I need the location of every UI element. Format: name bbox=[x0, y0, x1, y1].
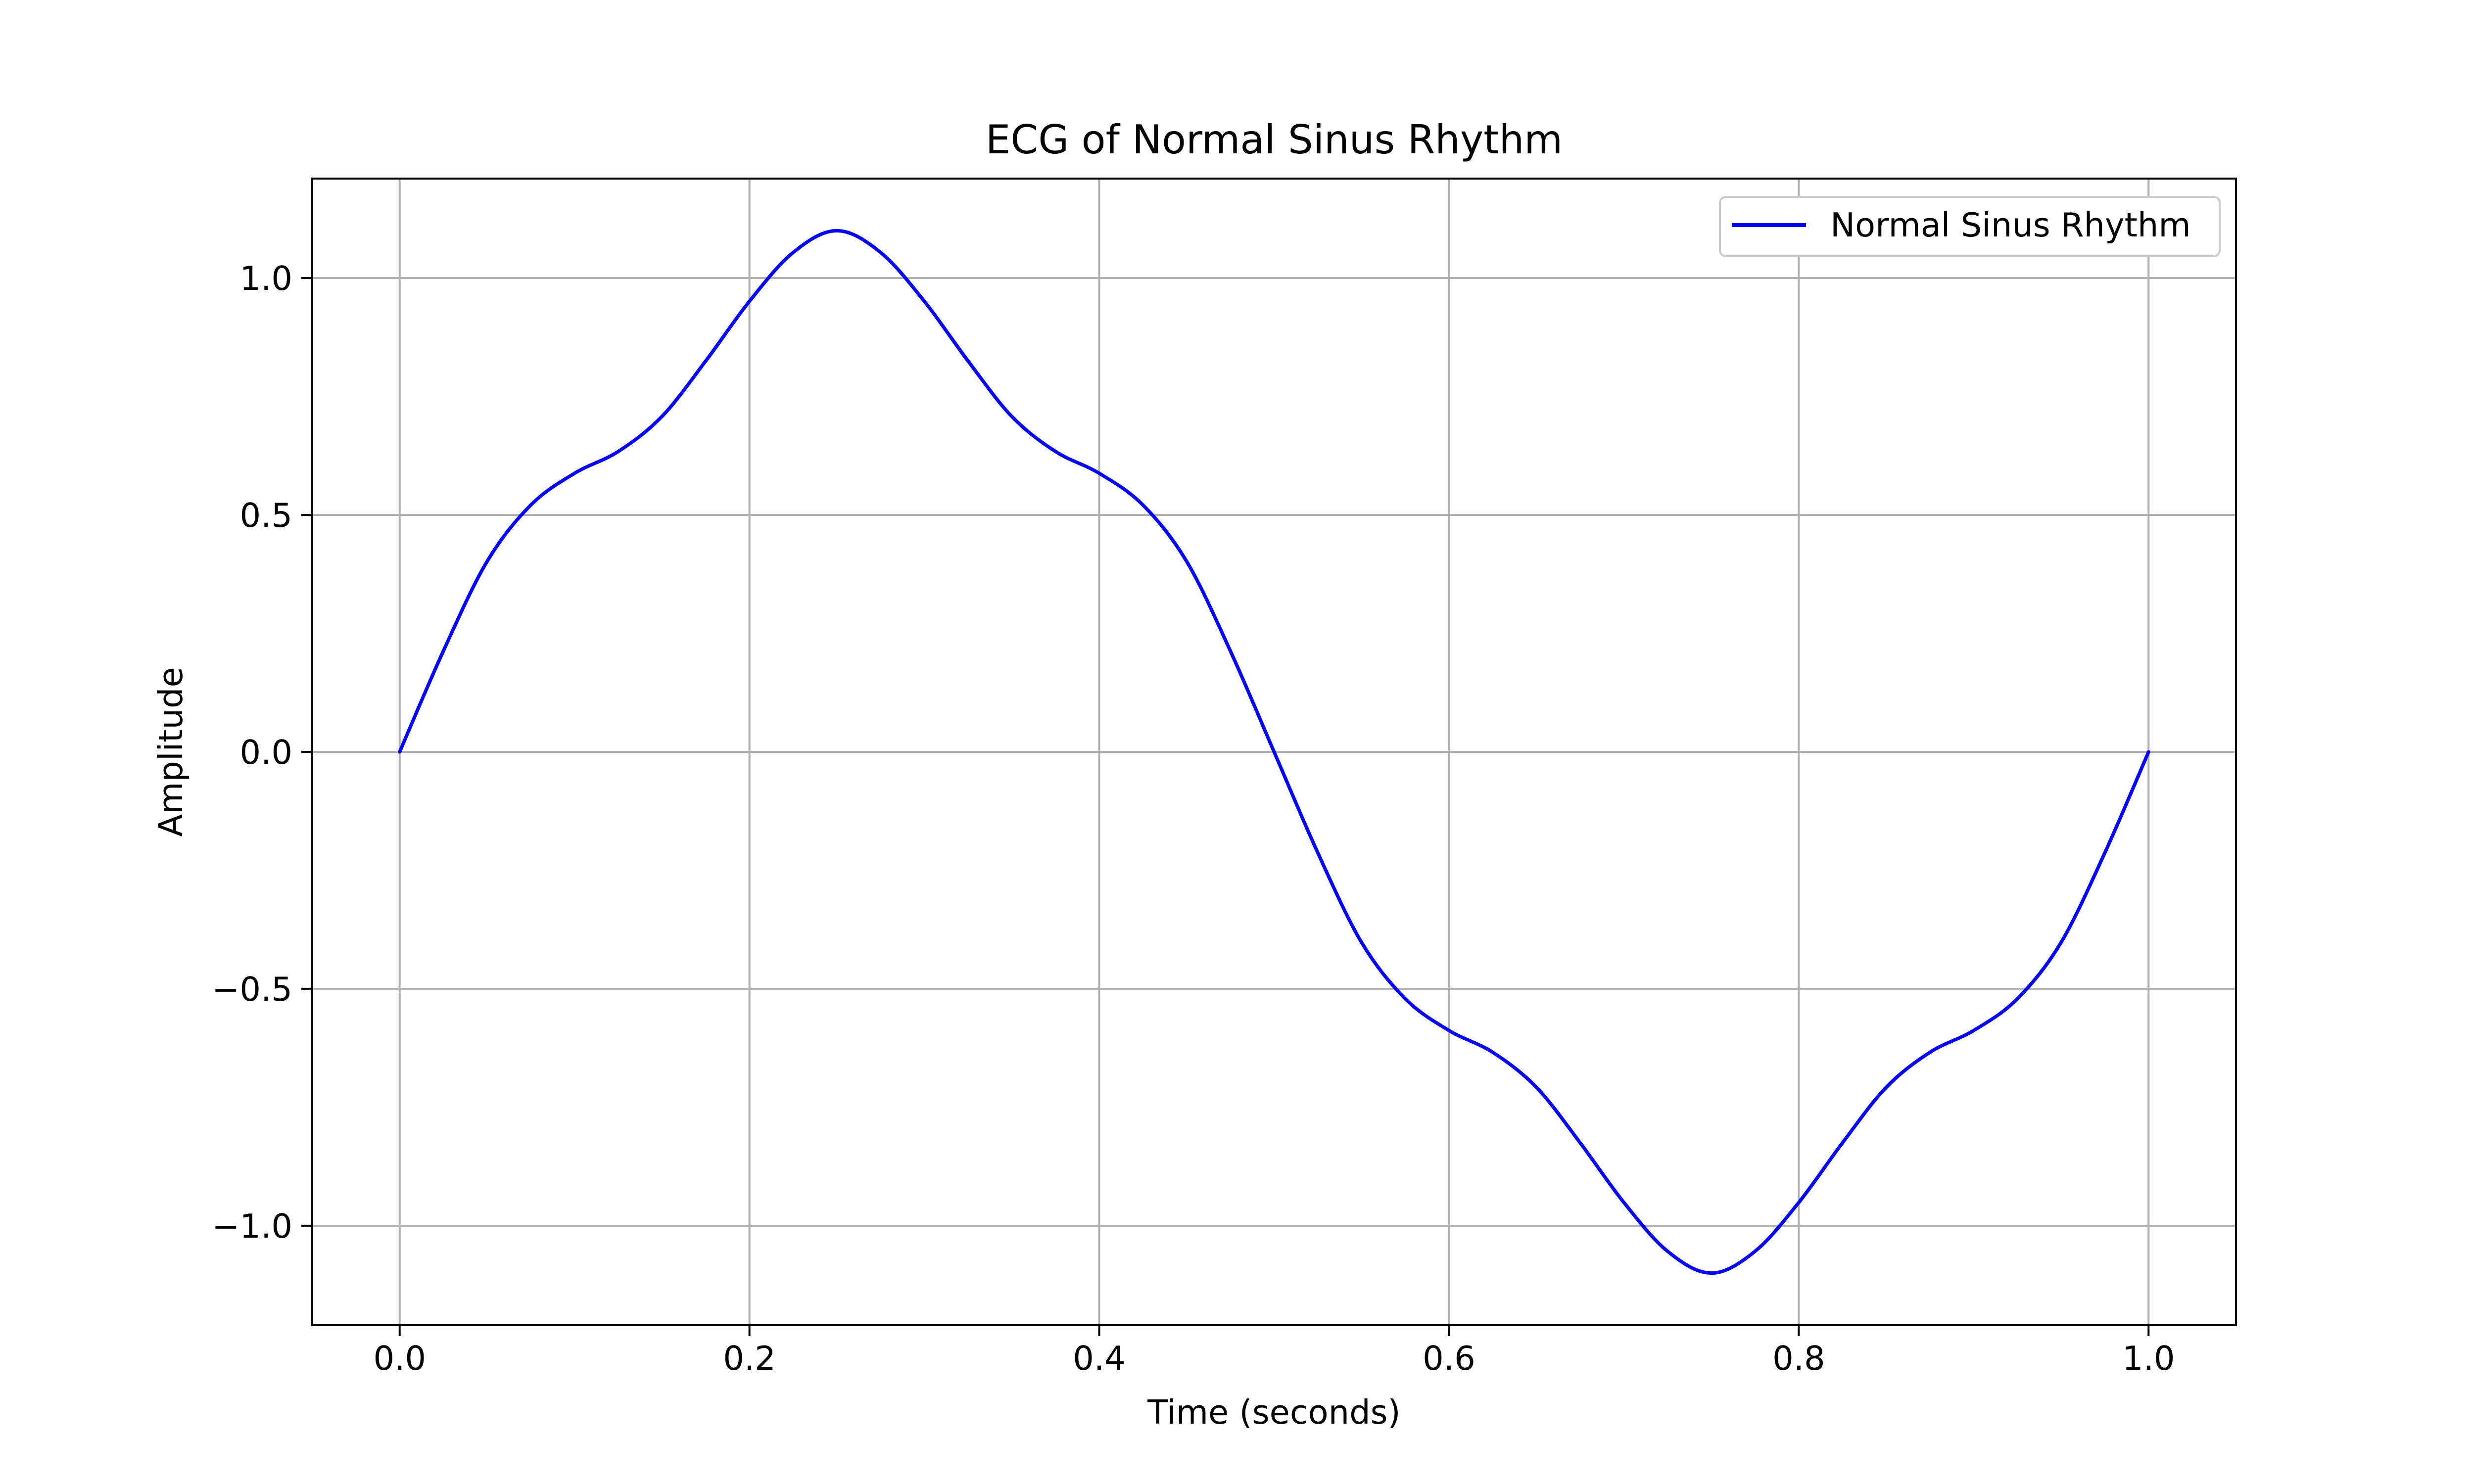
chart-title: ECG of Normal Sinus Rhythm bbox=[986, 117, 1563, 163]
y-tick-label: 1.0 bbox=[239, 259, 292, 298]
legend: Normal Sinus Rhythm bbox=[1719, 196, 2221, 257]
y-tick-label: −1.0 bbox=[212, 1207, 292, 1246]
y-tick-label: 0.0 bbox=[239, 733, 292, 772]
x-tick-label: 0.4 bbox=[1073, 1339, 1126, 1378]
plot-lines bbox=[398, 229, 2150, 1275]
y-tick-label: 0.5 bbox=[239, 496, 292, 535]
legend-box bbox=[1719, 196, 2221, 257]
x-tick-label: 0.0 bbox=[373, 1339, 426, 1378]
legend-label: Normal Sinus Rhythm bbox=[1830, 206, 2191, 244]
y-tick-label: −0.5 bbox=[212, 970, 292, 1009]
x-tick-label: 1.0 bbox=[2122, 1339, 2175, 1378]
plot-frame bbox=[311, 178, 2237, 1326]
grid bbox=[312, 179, 2236, 1325]
y-axis-label: Amplitude bbox=[151, 667, 190, 836]
x-tick-label: 0.2 bbox=[723, 1339, 776, 1378]
x-axis-label: Time (seconds) bbox=[1147, 1393, 1400, 1432]
x-tick-label: 0.6 bbox=[1423, 1339, 1475, 1378]
series-line bbox=[398, 229, 2150, 1275]
axis-ticks: 0.0 0.2 0.4 0.6 0.8 1.0 −1.0 −0.5 0.0 0.5 1.0 bbox=[212, 259, 2175, 1378]
x-tick-label: 0.8 bbox=[1772, 1339, 1825, 1378]
